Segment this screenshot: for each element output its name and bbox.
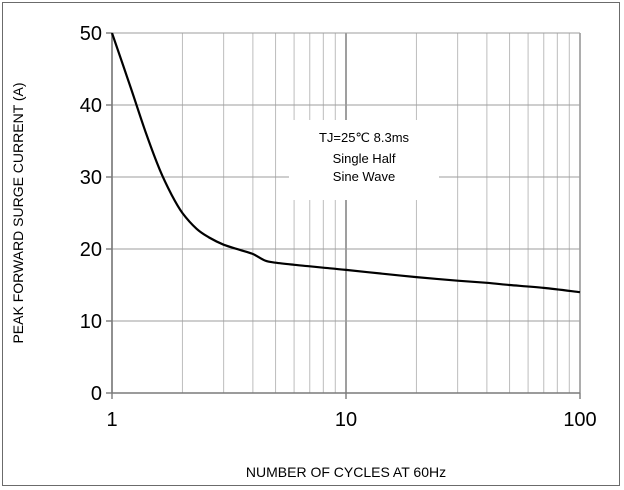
y-tick-label: 40: [80, 95, 102, 117]
x-axis-title: NUMBER OF CYCLES AT 60Hz: [246, 464, 446, 480]
y-tick-labels: 0 10 20 30 40 50: [80, 23, 102, 405]
chart-frame: 1 10 100 0 10 20 30 40 50 TJ=25℃ 8.3ms Single Ha…: [2, 2, 620, 486]
annotation-line: Sine Wave: [333, 169, 395, 184]
y-tick-label: 20: [80, 239, 102, 261]
y-gridlines: [112, 32, 580, 322]
x-tick-label: 10: [335, 409, 357, 431]
annotation-line: Single Half: [333, 151, 396, 166]
x-tick-label: 100: [563, 409, 596, 431]
series-layer: [110, 32, 581, 294]
x-tick-marks: [111, 393, 581, 399]
y-tick-marks: [106, 32, 112, 394]
y-axis-title: PEAK FORWARD SURGE CURRENT (A): [10, 82, 26, 343]
y-tick-label: 10: [80, 311, 102, 333]
annotation-line: TJ=25℃ 8.3ms: [319, 130, 410, 145]
series-line: [110, 32, 581, 294]
x-gridlines: [111, 33, 581, 393]
y-tick-label: 50: [80, 23, 102, 45]
annotation-box: TJ=25℃ 8.3ms Single Half Sine Wave: [289, 120, 439, 200]
annotation-background: [289, 120, 439, 200]
y-tick-label: 0: [91, 383, 102, 405]
x-tick-labels: 1 10 100: [106, 409, 596, 431]
x-tick-label: 1: [106, 409, 117, 431]
y-tick-label: 30: [80, 167, 102, 189]
surge-current-chart: 1 10 100 0 10 20 30 40 50 TJ=25℃ 8.3ms Single Ha…: [10, 23, 597, 480]
